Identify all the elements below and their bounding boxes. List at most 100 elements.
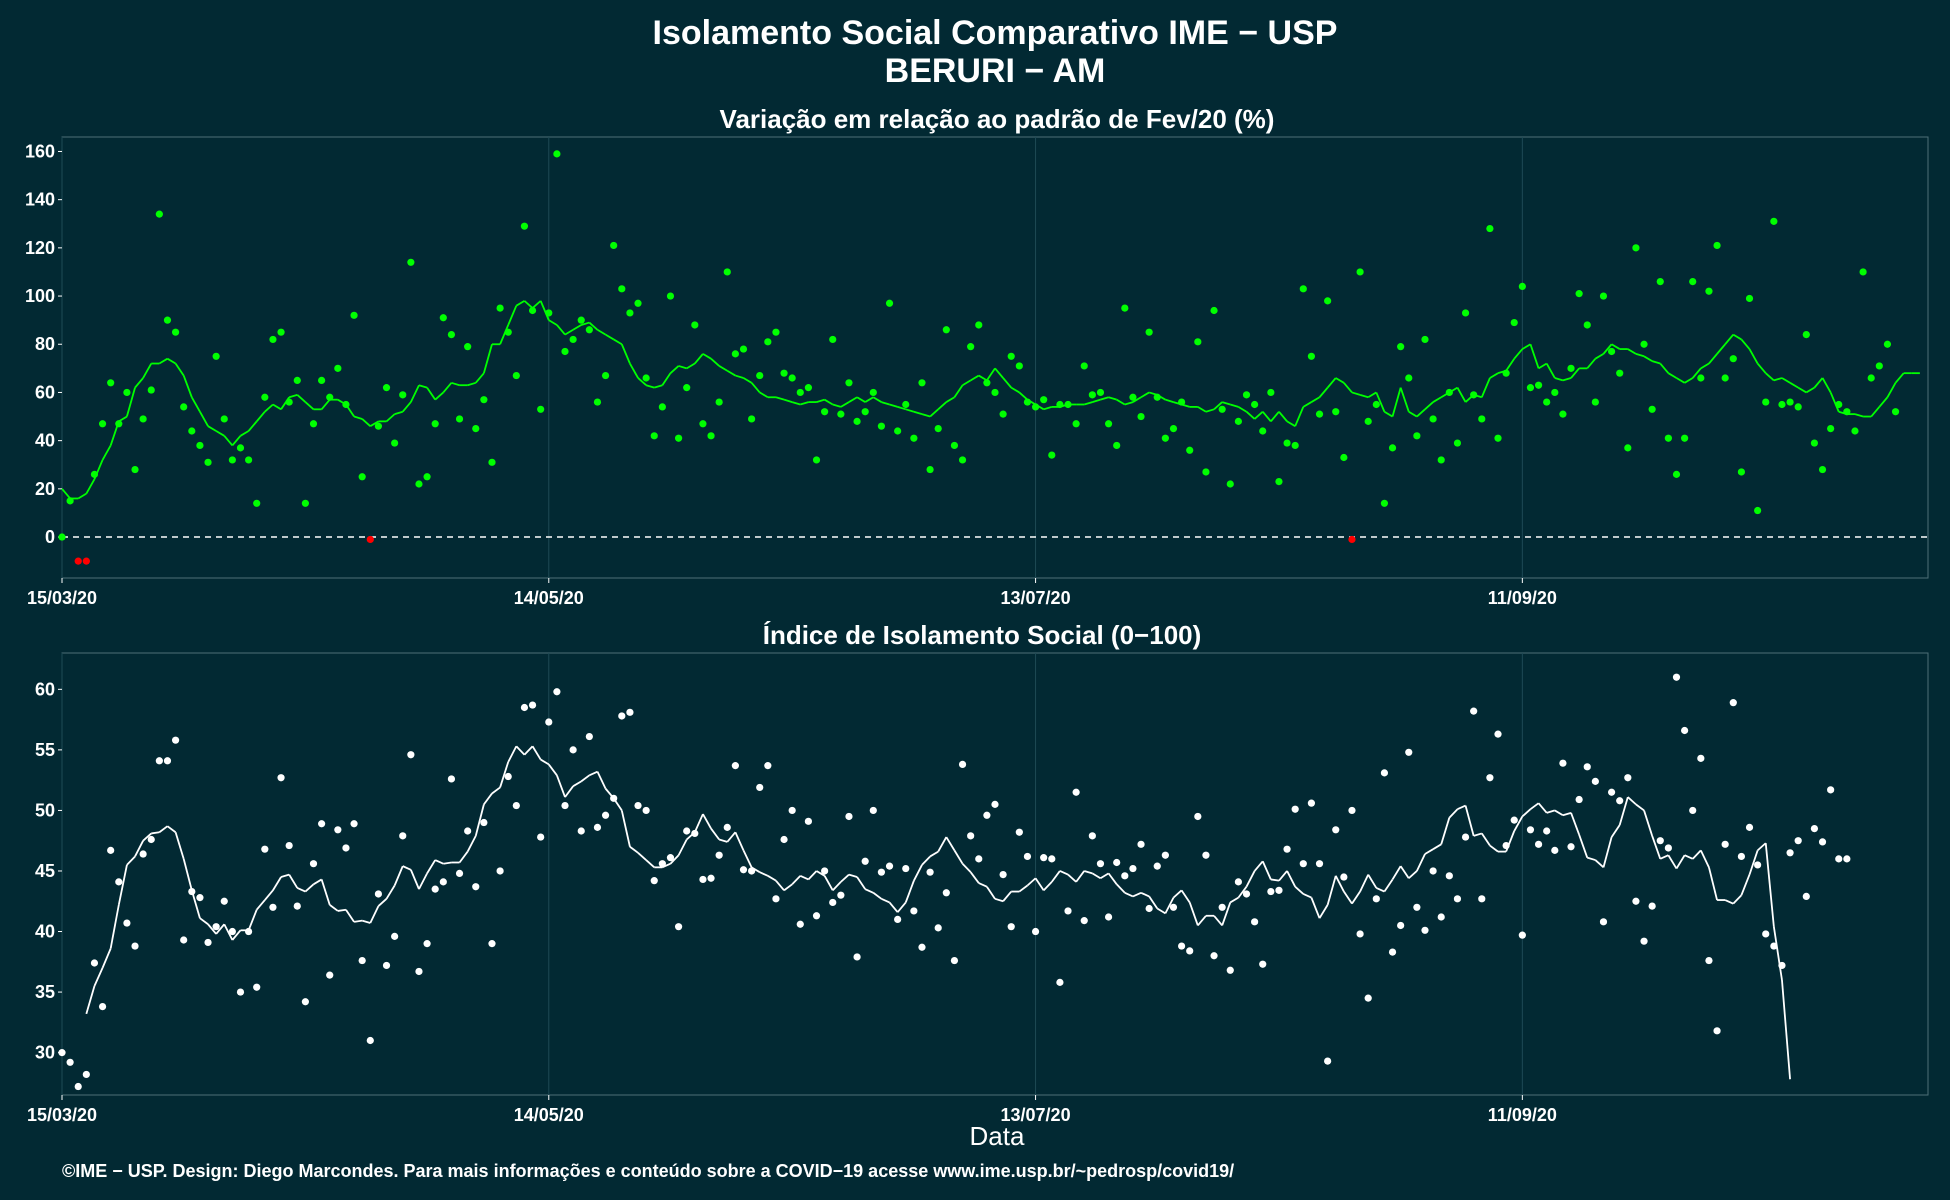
daily-point [269,903,277,911]
moving-average-segment [337,908,347,912]
daily-point [1559,410,1567,418]
daily-point [1104,420,1113,428]
daily-point [66,497,74,505]
daily-point [1153,393,1161,401]
daily-point [171,328,180,336]
moving-average-segment [1692,849,1702,860]
daily-point [910,434,918,442]
moving-average-segment [1180,889,1191,903]
daily-point [1802,892,1810,901]
daily-point [1429,867,1437,875]
daily-point [1315,410,1324,418]
daily-point [1169,903,1178,911]
moving-average-segment [969,871,980,884]
moving-average-segment [962,379,972,386]
daily-point [1656,837,1664,845]
daily-point [926,868,934,876]
daily-point [1226,480,1234,488]
moving-average-segment [1676,377,1686,384]
daily-point [1478,895,1486,903]
moving-average-segment [167,357,177,365]
daily-point [1080,362,1088,370]
daily-point [918,943,926,951]
daily-point [488,940,496,948]
daily-point [1251,400,1259,409]
daily-point [1194,338,1202,346]
daily-point [577,316,585,324]
moving-average-segment [799,874,809,881]
moving-average-segment [1391,865,1402,880]
moving-average-segment [1416,408,1426,418]
moving-average-segment [864,888,874,894]
daily-point [780,369,788,377]
x-tick-label: 11/09/20 [1488,1105,1557,1125]
moving-average-segment [434,859,444,865]
moving-average-segment [1489,844,1499,853]
moving-average-segment [1124,891,1134,898]
daily-point [90,470,99,478]
daily-point [1315,860,1324,868]
moving-average-segment [1254,411,1264,420]
moving-average-segment [1262,411,1272,422]
daily-point [894,915,902,924]
daily-point [1713,241,1721,250]
daily-point [228,927,236,936]
moving-average-segment [1554,377,1564,382]
moving-average-segment [1667,854,1678,870]
moving-average-segment [783,398,793,403]
moving-average-segment [531,300,542,309]
moving-average-segment [693,813,704,833]
daily-point [853,417,861,425]
daily-point [585,732,593,741]
daily-point [585,326,593,334]
moving-average-segment [142,363,153,379]
moving-average-segment [304,883,315,893]
daily-point [472,883,480,891]
moving-average-segment [369,420,379,427]
daily-point [983,811,991,819]
daily-point [374,422,383,430]
moving-average-segment [620,810,631,847]
daily-point [715,398,723,406]
daily-point [975,321,983,329]
daily-point [277,328,285,336]
daily-point [942,889,950,897]
daily-point [155,757,163,765]
daily-point [707,432,715,440]
moving-average-segment [896,901,907,913]
daily-point [1689,277,1697,286]
daily-point [1745,823,1754,831]
moving-average-segment [629,846,639,854]
moving-average-segment [904,880,915,903]
moving-average-segment [199,917,209,925]
daily-point [1648,405,1656,413]
moving-average-segment [1156,907,1166,915]
moving-average-segment [613,338,623,346]
daily-point [1518,282,1526,291]
moving-average-segment [61,488,71,500]
daily-point [1096,388,1105,397]
moving-average-segment [1440,817,1451,845]
moving-average-segment [1367,391,1377,399]
daily-point [139,415,147,423]
daily-point [1194,812,1202,821]
daily-point [366,1036,374,1045]
moving-average-segment [190,890,201,919]
moving-average-segment [483,344,493,374]
daily-point [1453,895,1462,903]
daily-point [1356,930,1364,938]
moving-average-segment [1724,334,1734,345]
daily-point [163,316,172,324]
daily-point [910,907,918,915]
daily-point [171,736,180,744]
daily-point [788,806,796,815]
daily-point [1332,826,1340,834]
daily-point [1543,398,1551,406]
daily-point [1689,806,1697,815]
daily-point [1283,845,1291,853]
moving-average-segment [702,813,712,830]
daily-point [342,400,350,409]
daily-point [894,427,902,435]
moving-average-segment [548,319,558,326]
moving-average-segment [702,353,712,360]
